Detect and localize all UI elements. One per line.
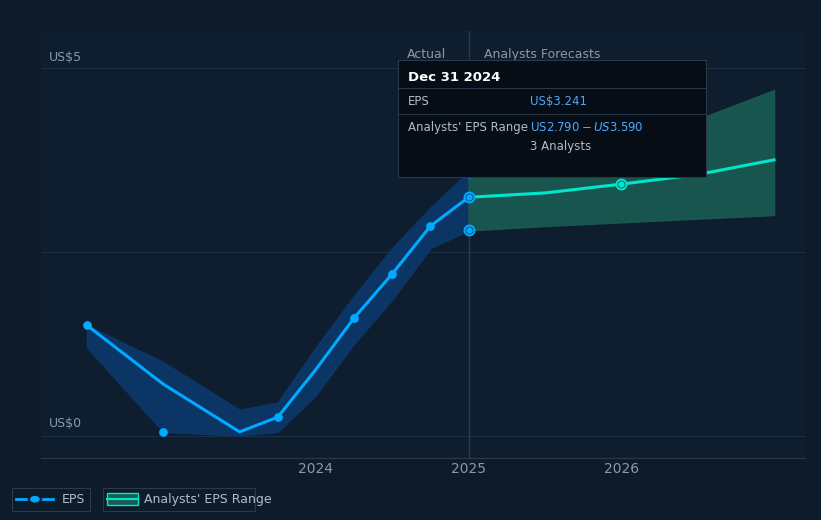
Point [271,413,284,421]
Point [347,314,360,322]
Point [462,226,475,235]
Point [80,321,94,330]
Text: US$3.241: US$3.241 [530,95,586,108]
Point [462,193,475,201]
Text: EPS: EPS [408,95,429,108]
Point [615,180,628,188]
Point [386,270,399,278]
Text: Analysts' EPS Range: Analysts' EPS Range [408,121,528,134]
Point [615,180,628,188]
Text: US$2.790 - US$3.590: US$2.790 - US$3.590 [530,121,643,134]
Text: US$5: US$5 [48,51,82,64]
Text: EPS: EPS [62,493,85,505]
Text: US$0: US$0 [48,417,82,430]
Text: Analysts Forecasts: Analysts Forecasts [484,48,600,61]
Text: Dec 31 2024: Dec 31 2024 [408,71,501,84]
Text: Actual: Actual [406,48,446,61]
Text: 3 Analysts: 3 Analysts [530,140,591,153]
Point [462,193,475,201]
Point [462,167,475,176]
Text: Analysts' EPS Range: Analysts' EPS Range [144,493,272,505]
Point [462,226,475,235]
Point [157,428,170,436]
Point [462,193,475,201]
Point [462,167,475,176]
Point [424,222,437,230]
